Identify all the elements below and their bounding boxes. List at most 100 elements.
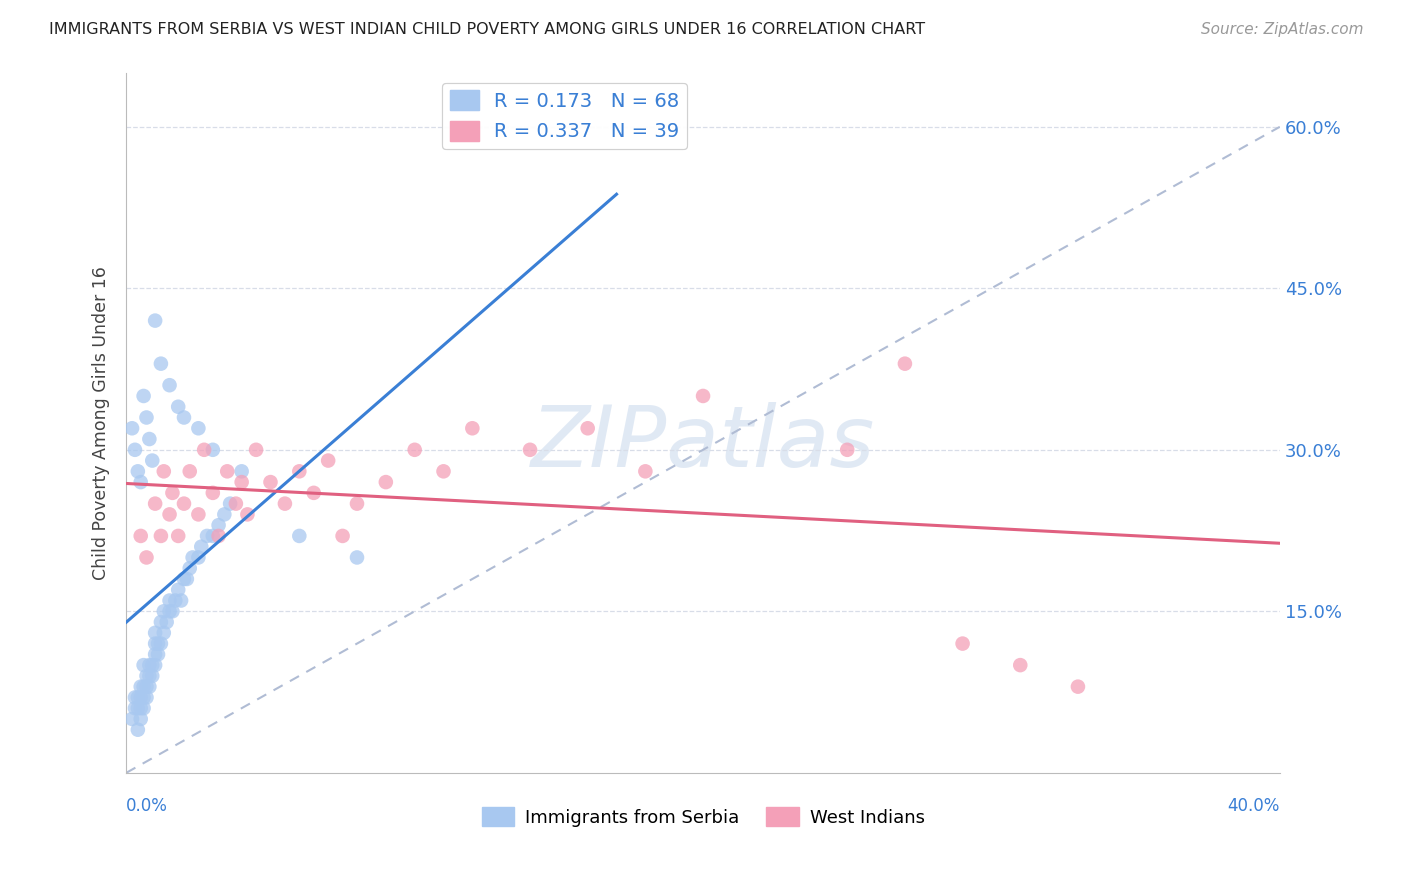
Point [259, 475, 281, 489]
Point [225, 497, 247, 511]
Point [149, 357, 172, 371]
Point [302, 486, 325, 500]
Point [332, 529, 354, 543]
Legend: R = 0.173   N = 68, R = 0.337   N = 39: R = 0.173 N = 68, R = 0.337 N = 39 [441, 83, 688, 149]
Point [1067, 680, 1090, 694]
Point [201, 529, 224, 543]
Point [173, 410, 195, 425]
Point [274, 497, 297, 511]
Point [132, 701, 155, 715]
Point [138, 680, 160, 694]
Point [346, 550, 368, 565]
Point [167, 529, 190, 543]
Point [129, 680, 152, 694]
Point [124, 690, 146, 705]
Point [152, 464, 174, 478]
Point [138, 658, 160, 673]
Point [132, 680, 155, 694]
Point [159, 508, 181, 522]
Point [124, 701, 146, 715]
Point [179, 464, 201, 478]
Point [176, 572, 198, 586]
Point [135, 690, 157, 705]
Point [190, 540, 212, 554]
Point [135, 410, 157, 425]
Text: IMMIGRANTS FROM SERBIA VS WEST INDIAN CHILD POVERTY AMONG GIRLS UNDER 16 CORRELA: IMMIGRANTS FROM SERBIA VS WEST INDIAN CH… [49, 22, 925, 37]
Point [576, 421, 599, 435]
Point [245, 442, 267, 457]
Point [152, 604, 174, 618]
Point [173, 572, 195, 586]
Text: ZIPatlas: ZIPatlas [531, 402, 875, 485]
Point [167, 400, 190, 414]
Point [143, 637, 166, 651]
Point [149, 637, 172, 651]
Point [173, 497, 195, 511]
Point [129, 529, 152, 543]
Point [127, 701, 149, 715]
Point [149, 529, 172, 543]
Point [346, 497, 368, 511]
Text: 0.0%: 0.0% [127, 797, 169, 815]
Point [162, 604, 184, 618]
Point [152, 625, 174, 640]
Point [159, 378, 181, 392]
Point [141, 658, 163, 673]
Point [195, 529, 218, 543]
Point [432, 464, 454, 478]
Point [138, 669, 160, 683]
Point [181, 550, 204, 565]
Point [837, 442, 859, 457]
Point [132, 690, 155, 705]
Point [316, 453, 339, 467]
Point [187, 550, 209, 565]
Text: Source: ZipAtlas.com: Source: ZipAtlas.com [1201, 22, 1364, 37]
Point [141, 669, 163, 683]
Point [207, 518, 229, 533]
Point [231, 464, 253, 478]
Point [159, 593, 181, 607]
Point [894, 357, 917, 371]
Point [129, 690, 152, 705]
Point [138, 432, 160, 446]
Point [132, 658, 155, 673]
Point [217, 464, 239, 478]
Point [121, 421, 143, 435]
Point [143, 497, 166, 511]
Point [187, 508, 209, 522]
Point [201, 486, 224, 500]
Point [167, 582, 190, 597]
Text: 40.0%: 40.0% [1227, 797, 1279, 815]
Point [404, 442, 426, 457]
Point [129, 475, 152, 489]
Point [149, 615, 172, 629]
Point [143, 313, 166, 327]
Point [170, 593, 193, 607]
Point [135, 669, 157, 683]
Point [127, 690, 149, 705]
Point [124, 442, 146, 457]
Point [952, 637, 974, 651]
Point [288, 529, 311, 543]
Point [165, 593, 187, 607]
Point [135, 550, 157, 565]
Point [132, 389, 155, 403]
Point [187, 421, 209, 435]
Point [129, 712, 152, 726]
Point [193, 442, 215, 457]
Point [219, 497, 242, 511]
Point [156, 615, 179, 629]
Y-axis label: Child Poverty Among Girls Under 16: Child Poverty Among Girls Under 16 [93, 266, 110, 580]
Point [129, 701, 152, 715]
Point [146, 637, 169, 651]
Point [127, 464, 149, 478]
Point [461, 421, 484, 435]
Point [634, 464, 657, 478]
Point [214, 508, 236, 522]
Point [135, 680, 157, 694]
Point [692, 389, 714, 403]
Point [143, 658, 166, 673]
Point [288, 464, 311, 478]
Point [143, 625, 166, 640]
Point [159, 604, 181, 618]
